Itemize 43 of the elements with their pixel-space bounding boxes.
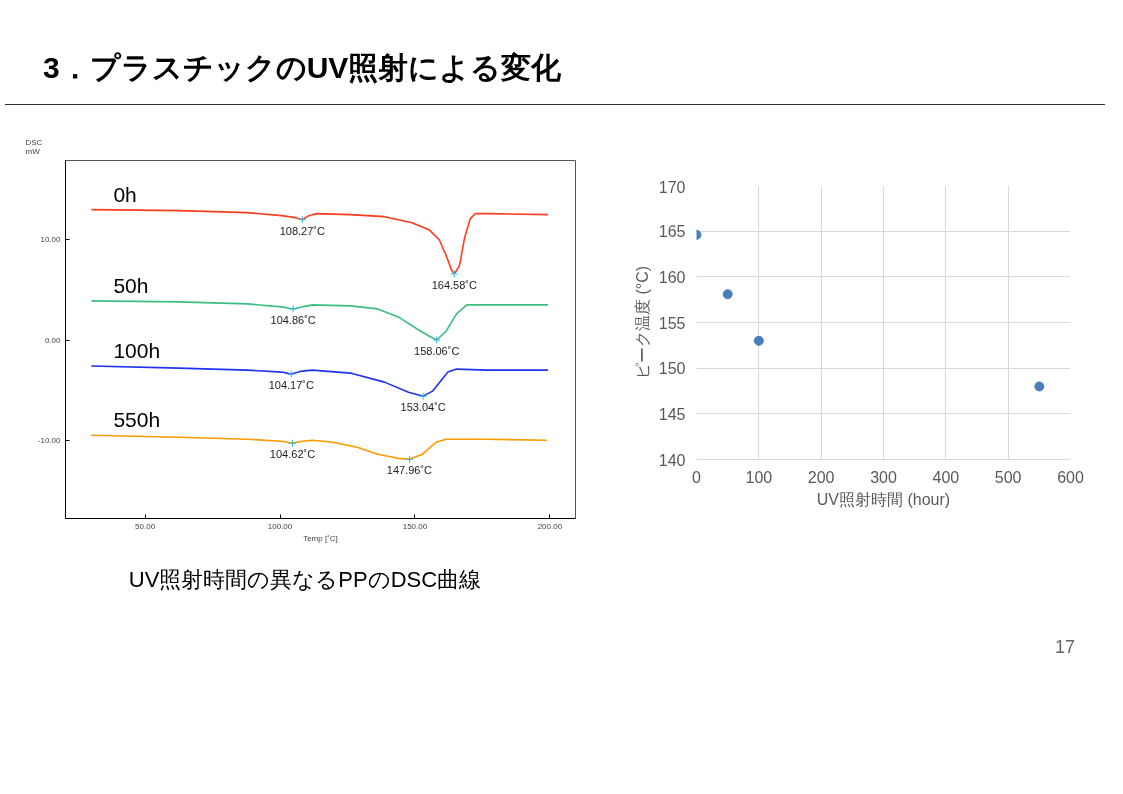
- y-tick-label: 140: [658, 451, 686, 469]
- x-tick-label: 50.00: [135, 521, 156, 531]
- series-label: 100h: [113, 339, 161, 363]
- series-label: 50h: [113, 273, 149, 297]
- chart-title: 3．プラスチックのUV照射による変化: [43, 50, 562, 86]
- annotation: 147.96˚C: [386, 464, 433, 477]
- y-axis-title: ピーク温度 (°C): [633, 265, 651, 380]
- y-tick-label: 170: [658, 178, 686, 196]
- y-tick-label: 10.00: [40, 235, 62, 245]
- x-tick-label: 200: [807, 468, 835, 486]
- series-label: 550h: [113, 408, 161, 432]
- annotation: 104.17˚C: [268, 379, 314, 392]
- y-tick-label: 155: [658, 314, 686, 332]
- y-tick-label: 145: [658, 405, 686, 423]
- y-tick-label: 150: [658, 360, 686, 378]
- x-tick-label: 150.00: [402, 521, 428, 531]
- x-tick-label: 300: [870, 468, 897, 486]
- point: [722, 289, 733, 300]
- x-tick-label: 0: [692, 468, 702, 486]
- text: 17: [1054, 636, 1075, 659]
- x-tick-label: 500: [994, 468, 1022, 486]
- x-tick-label: 200.00: [537, 521, 563, 531]
- text: UV照射時間の異なるPPのDSC曲線: [128, 566, 482, 594]
- y-tick-label: 165: [658, 223, 686, 241]
- y-tick-label: 0.00: [44, 335, 62, 345]
- annotation: 158.06˚C: [414, 345, 460, 357]
- point: [753, 335, 764, 346]
- annotation: 104.86˚C: [270, 313, 316, 326]
- x-axis-title: UV照射時間 (hour): [816, 490, 951, 508]
- x-axis-title: Temp [˚C]: [303, 533, 338, 543]
- annotation: 164.58˚C: [431, 278, 477, 291]
- x-tick-label: 400: [932, 468, 960, 486]
- point: [1034, 381, 1045, 392]
- annotation: 153.04˚C: [400, 401, 446, 414]
- y-axis-title: DSC mW: [25, 137, 43, 156]
- annotation: 108.27˚C: [279, 224, 326, 237]
- series-label: 0h: [113, 182, 137, 206]
- annotation: 104.62˚C: [269, 448, 316, 461]
- y-tick-label: -10.00: [37, 435, 62, 445]
- x-tick-label: 600: [1057, 468, 1084, 486]
- y-tick-label: 160: [658, 268, 686, 286]
- x-tick-label: 100: [745, 468, 773, 486]
- x-tick-label: 100.00: [267, 521, 293, 531]
